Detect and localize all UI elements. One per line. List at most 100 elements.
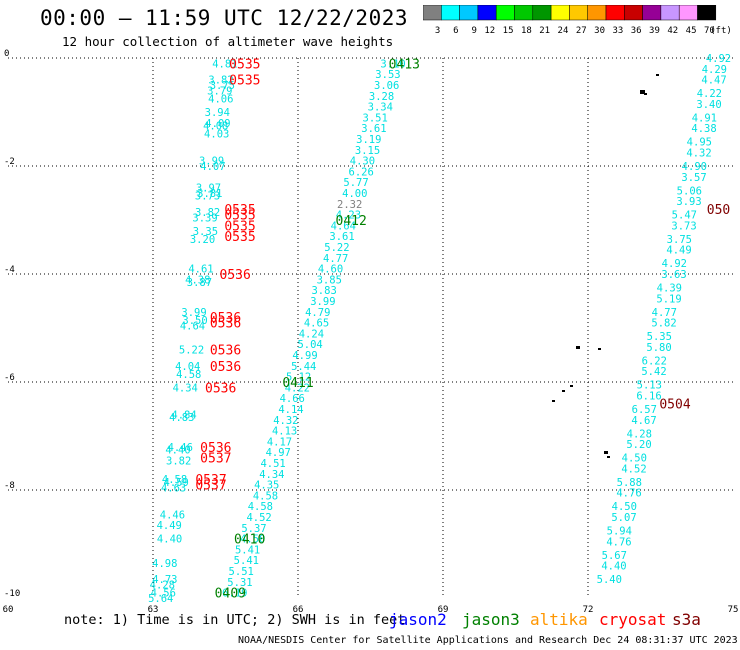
footer-credit: NOAA/NESDIS Center for Satellite Applica… xyxy=(238,635,738,646)
colorbar-label: 24 xyxy=(558,26,569,36)
swh-value-label: 3.06 xyxy=(374,80,399,92)
swh-value-label: 4.84 xyxy=(171,409,196,421)
jason3-time-label: 0412 xyxy=(336,214,367,229)
jason3-time-label: 0409 xyxy=(215,587,246,602)
swh-value-label: 3.34 xyxy=(368,102,393,114)
swh-value-label: 5.22 xyxy=(179,345,204,357)
swh-value-label: 3.73 xyxy=(671,220,696,232)
swh-value-label: 3.82 xyxy=(166,455,191,467)
swh-value-label: 4.76 xyxy=(606,536,631,548)
swh-value-label: 4.38 xyxy=(691,123,716,135)
swh-value-label: 3.93 xyxy=(676,196,701,208)
colorbar: 3 6 9 12 15 18 21 24 27 30 33 36 39 42 45 70(ft) xyxy=(423,5,732,36)
cryosat-time-label: 0535 xyxy=(224,230,255,245)
cryosat-time-label: 0537 xyxy=(200,452,231,467)
cryosat-time-label: 0536 xyxy=(200,441,231,456)
swh-value-label: 5.40 xyxy=(597,574,622,586)
swh-value-label: 5.80 xyxy=(646,342,671,354)
swh-value-label: 4.99 xyxy=(292,350,317,362)
swh-value-label: 5.06 xyxy=(677,185,702,197)
swh-value-label: 4.04 xyxy=(175,361,200,373)
swh-value-label: 4.77 xyxy=(652,307,677,319)
swh-value-label: 3.75 xyxy=(210,80,235,92)
swh-value-label: 4.50 xyxy=(622,453,647,465)
jason3-time-label: 0411 xyxy=(282,376,313,391)
swh-value-label: 3.75 xyxy=(667,234,692,246)
swh-value-label: 5.35 xyxy=(647,331,672,343)
swh-value-label: 4.95 xyxy=(687,137,712,149)
swh-value-label: 4.46 xyxy=(168,442,193,454)
x-tick-label: 72 xyxy=(583,605,594,615)
swh-value-label: 4.50 xyxy=(612,501,637,513)
swh-value-label: 4.28 xyxy=(150,580,175,592)
swh-value-label: 3.19 xyxy=(356,134,381,146)
swh-value-label: 4.91 xyxy=(692,112,717,124)
swh-value-label: 5.51 xyxy=(229,566,254,578)
swh-value-label: 4.58 xyxy=(162,474,187,486)
swh-value-label: 5.94 xyxy=(607,526,632,538)
jason3-time-label: 0410 xyxy=(234,533,265,548)
y-tick-label: -6 xyxy=(4,373,15,383)
coastline-mark xyxy=(552,400,555,402)
coastline-mark xyxy=(640,90,645,94)
swh-value-label: 4.76 xyxy=(616,488,641,500)
swh-value-label: 3.61 xyxy=(329,231,354,243)
colorbar-label: 42 xyxy=(667,26,678,36)
swh-value-label: 5.07 xyxy=(611,512,636,524)
colorbar-label: 12 xyxy=(484,26,495,36)
swh-value-label: 4.83 xyxy=(169,412,194,424)
swh-value-label: 4.40 xyxy=(165,445,190,457)
colorbar-unit: (ft) xyxy=(710,26,732,36)
cryosat-time-label: 0536 xyxy=(210,360,241,375)
swh-value-label: 5.67 xyxy=(602,550,627,562)
y-tick-label: -8 xyxy=(4,481,15,491)
coastline-mark xyxy=(604,451,608,454)
swh-value-label: 6.57 xyxy=(632,404,657,416)
swh-value-label: 5.04 xyxy=(297,339,322,351)
cryosat-time-label: 0535 xyxy=(224,219,255,234)
swh-value-label: 3.94 xyxy=(205,107,230,119)
swh-value-label: 5.37 xyxy=(241,523,266,535)
cryosat-time-label: 0536 xyxy=(210,311,241,326)
cryosat-time-label: 0537 xyxy=(195,473,226,488)
swh-value-label: 4.09 xyxy=(205,118,230,130)
swh-value-label: 3.82 xyxy=(195,207,220,219)
coastline-mark xyxy=(598,348,601,350)
s3a-time-label: 050 xyxy=(707,203,730,218)
swh-value-label: 4.64 xyxy=(180,320,205,332)
swh-value-label: 4.90 xyxy=(682,161,707,173)
swh-value-label: 5.20 xyxy=(626,439,651,451)
swh-value-label: 3.99 xyxy=(181,307,206,319)
swh-value-label: 4.52 xyxy=(246,512,271,524)
colorbar-label: 36 xyxy=(631,26,642,36)
swh-value-label: 5.88 xyxy=(617,477,642,489)
swh-value-label: 4.00 xyxy=(342,188,367,200)
swh-value-label: 4.58 xyxy=(176,369,201,381)
coastline-mark xyxy=(576,346,580,349)
coastline-mark xyxy=(570,385,573,387)
swh-value-label: 4.38 xyxy=(185,274,210,286)
swh-value-label: 5.64 xyxy=(148,593,173,605)
swh-value-label: 4.52 xyxy=(621,463,646,475)
colorbar-swatch xyxy=(697,5,717,21)
swh-value-label: 4.97 xyxy=(266,447,291,459)
colorbar-label: 3 xyxy=(435,26,440,36)
swh-value-label: 4.60 xyxy=(318,264,343,276)
swh-value-label: 4.66 xyxy=(280,393,305,405)
x-tick-label: 69 xyxy=(438,605,449,615)
swh-value-label: 3.97 xyxy=(196,183,221,195)
cryosat-time-label: 0536 xyxy=(210,344,241,359)
swh-value-label: 4.58 xyxy=(248,501,273,513)
swh-value-label: 4.28 xyxy=(627,428,652,440)
cryosat-time-label: 0536 xyxy=(210,317,241,332)
colorbar-label: 21 xyxy=(539,26,550,36)
swh-value-label: 3.63 xyxy=(661,269,686,281)
coastline-mark xyxy=(656,74,659,76)
swh-value-label: 4.64 xyxy=(331,220,356,232)
swh-value-label: 3.35 xyxy=(193,226,218,238)
swh-value-label: 4.81 xyxy=(212,58,237,70)
swh-value-label: 5.22 xyxy=(324,242,349,254)
x-tick-label: 75 xyxy=(728,605,739,615)
swh-value-label: 3.99 xyxy=(199,156,224,168)
